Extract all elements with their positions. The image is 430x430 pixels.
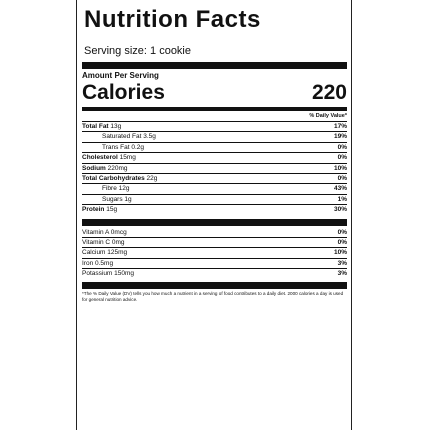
nutrient-name: Trans Fat xyxy=(102,143,130,151)
nutrient-name: Total Fat xyxy=(82,123,109,130)
nutrient-name: Fibre xyxy=(102,185,117,193)
nutrient-amount: 0.2g xyxy=(131,143,145,151)
vitamin-row: Vitamin C 0mg 0% xyxy=(82,238,347,249)
nutrient-pct: 19% xyxy=(333,133,347,141)
thick-divider xyxy=(82,282,347,290)
vitamin-text: Vitamin A 0mcg xyxy=(82,228,127,236)
footnote: *The % Daily Value (DV) tells you how mu… xyxy=(82,291,344,303)
vitamin-pct: 0% xyxy=(337,228,347,236)
nutrient-pct: 1% xyxy=(337,195,347,203)
nutrient-name: Saturated Fat xyxy=(102,133,142,141)
nutrient-row-sodium: Sodium 220mg 10% xyxy=(82,164,347,174)
nutrient-pct: 0% xyxy=(337,174,347,182)
nutrient-name: Sugars xyxy=(102,195,123,203)
vitamin-pct: 10% xyxy=(333,249,347,257)
nutrient-row-sugars: Sugars 1g 1% xyxy=(82,195,347,206)
calories-value: 220 xyxy=(311,81,347,104)
nutrient-pct: 0% xyxy=(337,143,347,151)
nutrient-amount: 15mg xyxy=(119,154,136,162)
medium-divider xyxy=(82,107,347,111)
nutrient-amount: 22g xyxy=(146,174,158,182)
nutrient-amount: 1g xyxy=(124,195,132,203)
nutrient-row-total-carbohydrates: Total Carbohydrates 22g 0% xyxy=(82,174,347,185)
vitamin-text: Iron 0.5mg xyxy=(82,259,114,267)
vitamin-text: Calcium 125mg xyxy=(82,249,128,257)
nutrient-amount: 13g xyxy=(110,123,122,130)
nutrient-pct: 0% xyxy=(337,154,347,162)
nutrient-pct: 43% xyxy=(333,185,347,193)
nutrient-row-saturated-fat: Saturated Fat 3.5g 19% xyxy=(82,132,347,143)
nutrient-amount: 3.5g xyxy=(143,133,156,141)
vitamin-pct: 3% xyxy=(337,270,347,278)
nutrient-pct: 30% xyxy=(333,206,347,214)
nutrition-facts-label: Nutrition Facts Serving size: 1 cookie A… xyxy=(76,0,352,430)
vitamin-pct: 3% xyxy=(337,259,347,267)
vitamin-row: Potassium 150mg 3% xyxy=(82,269,347,278)
serving-size: Serving size: 1 cookie xyxy=(84,45,191,57)
daily-value-header: % Daily Value* xyxy=(82,112,347,122)
nutrient-amount: 15g xyxy=(106,206,118,214)
calories-label: Calories xyxy=(82,81,165,104)
nutrient-row-total-fat: Total Fat 13g 17% xyxy=(82,122,347,133)
nutrient-pct: 17% xyxy=(333,123,347,130)
vitamin-pct: 0% xyxy=(337,238,347,246)
nutrient-amount: 220mg xyxy=(107,164,128,172)
nutrient-row-trans-fat: Trans Fat 0.2g 0% xyxy=(82,143,347,154)
nutrient-name: Protein xyxy=(82,206,105,214)
label-title: Nutrition Facts xyxy=(84,6,261,33)
amount-per-serving: Amount Per Serving xyxy=(82,71,159,80)
nutrient-pct: 10% xyxy=(333,164,347,172)
nutrient-row-protein: Protein 15g 30% xyxy=(82,205,347,214)
nutrient-name: Cholesterol xyxy=(82,154,118,162)
nutrient-row-cholesterol: Cholesterol 15mg 0% xyxy=(82,153,347,164)
vitamin-text: Vitamin C 0mg xyxy=(82,238,125,246)
vitamin-row: Vitamin A 0mcg 0% xyxy=(82,228,347,238)
thick-divider xyxy=(82,218,347,226)
nutrient-name: Total Carbohydrates xyxy=(82,174,145,182)
nutrient-row-fibre: Fibre 12g 43% xyxy=(82,184,347,195)
vitamin-row: Calcium 125mg 10% xyxy=(82,248,347,259)
nutrient-amount: 12g xyxy=(118,185,130,193)
vitamin-row: Iron 0.5mg 3% xyxy=(82,259,347,270)
thick-divider xyxy=(82,62,347,69)
vitamin-text: Potassium 150mg xyxy=(82,270,135,278)
calories-row: Calories 220 xyxy=(82,81,347,105)
nutrient-name: Sodium xyxy=(82,164,106,172)
